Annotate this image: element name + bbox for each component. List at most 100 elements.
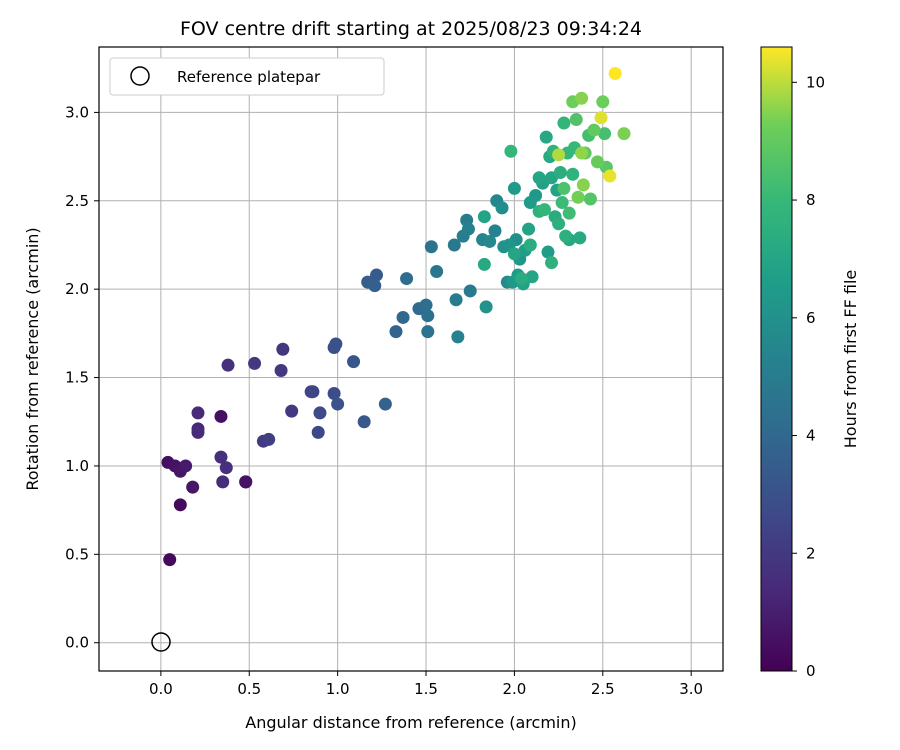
- data-point: [523, 196, 537, 210]
- data-point: [370, 268, 384, 282]
- data-point: [495, 201, 509, 215]
- data-point: [479, 300, 493, 314]
- colorbar-tick-label: 2: [806, 544, 816, 562]
- data-point: [483, 234, 497, 248]
- scatter-points: [161, 67, 631, 567]
- data-point: [357, 415, 371, 429]
- data-point: [587, 123, 601, 137]
- data-point: [594, 111, 608, 125]
- data-point: [430, 264, 444, 278]
- data-point: [537, 203, 551, 217]
- data-point: [216, 475, 230, 489]
- data-point: [583, 192, 597, 206]
- data-point: [557, 116, 571, 130]
- data-point: [368, 279, 382, 293]
- data-point: [214, 409, 228, 423]
- data-point: [191, 406, 205, 420]
- legend: Reference platepar: [109, 57, 385, 96]
- colorbar-ticks: 0 2 4 6 8 10: [792, 73, 825, 680]
- data-point: [329, 337, 343, 351]
- data-point: [347, 355, 361, 369]
- data-point: [569, 112, 583, 126]
- data-point: [239, 475, 253, 489]
- data-point: [463, 284, 477, 298]
- plot-frame: [98, 46, 724, 672]
- y-tick-label: 3.0: [65, 103, 89, 121]
- data-point: [400, 272, 414, 286]
- data-point: [545, 256, 559, 270]
- colorbar-bar: [760, 46, 793, 672]
- data-point: [562, 206, 576, 220]
- data-point: [573, 231, 587, 245]
- data-point: [523, 238, 537, 252]
- data-point: [507, 181, 521, 195]
- data-point: [378, 397, 392, 411]
- data-point: [311, 425, 325, 439]
- x-tick-label: 1.5: [414, 680, 438, 698]
- colorbar-tick-label: 6: [806, 309, 816, 327]
- data-point: [262, 432, 276, 446]
- data-point: [173, 498, 187, 512]
- y-tick-label: 2.0: [65, 280, 89, 298]
- data-point: [576, 178, 590, 192]
- data-point: [449, 293, 463, 307]
- data-point: [507, 247, 521, 261]
- x-tick-label: 0.0: [149, 680, 173, 698]
- x-axis-label: Angular distance from reference (arcmin): [245, 713, 576, 732]
- data-point: [525, 270, 539, 284]
- y-tick-label: 2.5: [65, 192, 89, 210]
- data-point: [219, 461, 233, 475]
- data-point: [191, 425, 205, 439]
- chart-title: FOV centre drift starting at 2025/08/23 …: [180, 18, 642, 40]
- data-point: [575, 146, 589, 160]
- y-axis-ticks: 0.0 0.5 1.0 1.5 2.0 2.5 3.0: [65, 103, 99, 652]
- x-tick-label: 1.0: [326, 680, 350, 698]
- data-point: [552, 148, 566, 162]
- colorbar-tick-label: 4: [806, 427, 816, 445]
- data-point: [248, 356, 262, 370]
- y-tick-label: 1.5: [65, 369, 89, 387]
- y-axis-label: Rotation from reference (arcmin): [23, 227, 42, 490]
- data-point: [477, 257, 491, 271]
- data-point: [514, 272, 528, 286]
- data-point: [221, 358, 235, 372]
- data-point: [179, 459, 193, 473]
- data-point: [553, 166, 567, 180]
- data-point: [590, 155, 604, 169]
- colorbar-tick-label: 0: [806, 662, 816, 680]
- reference-platepar-marker: [151, 632, 171, 652]
- data-point: [559, 229, 573, 243]
- data-point: [608, 67, 622, 81]
- x-tick-label: 3.0: [679, 680, 703, 698]
- data-point: [461, 222, 475, 236]
- legend-label: Reference platepar: [177, 68, 321, 86]
- data-point: [522, 222, 536, 236]
- data-point: [424, 240, 438, 254]
- data-point: [331, 397, 345, 411]
- data-point: [421, 325, 435, 339]
- data-point: [575, 91, 589, 105]
- data-point: [163, 553, 177, 567]
- data-point: [555, 196, 569, 210]
- y-tick-label: 0.0: [65, 634, 89, 652]
- data-point: [313, 406, 327, 420]
- x-tick-label: 2.5: [591, 680, 615, 698]
- legend-marker: [130, 66, 150, 86]
- data-point: [451, 330, 465, 344]
- data-point: [285, 404, 299, 418]
- data-point: [603, 169, 617, 183]
- colorbar-tick-label: 10: [806, 73, 825, 91]
- data-point: [477, 210, 491, 224]
- data-point: [617, 127, 631, 141]
- colorbar: 0 2 4 6 8 10 Hours from first FF file: [760, 46, 860, 680]
- data-point: [186, 480, 200, 494]
- data-point: [552, 217, 566, 231]
- data-point: [389, 325, 403, 339]
- data-point: [541, 245, 555, 259]
- x-tick-label: 2.0: [502, 680, 526, 698]
- data-point: [396, 310, 410, 324]
- data-point: [214, 450, 228, 464]
- data-point: [566, 167, 580, 181]
- data-point: [539, 130, 553, 144]
